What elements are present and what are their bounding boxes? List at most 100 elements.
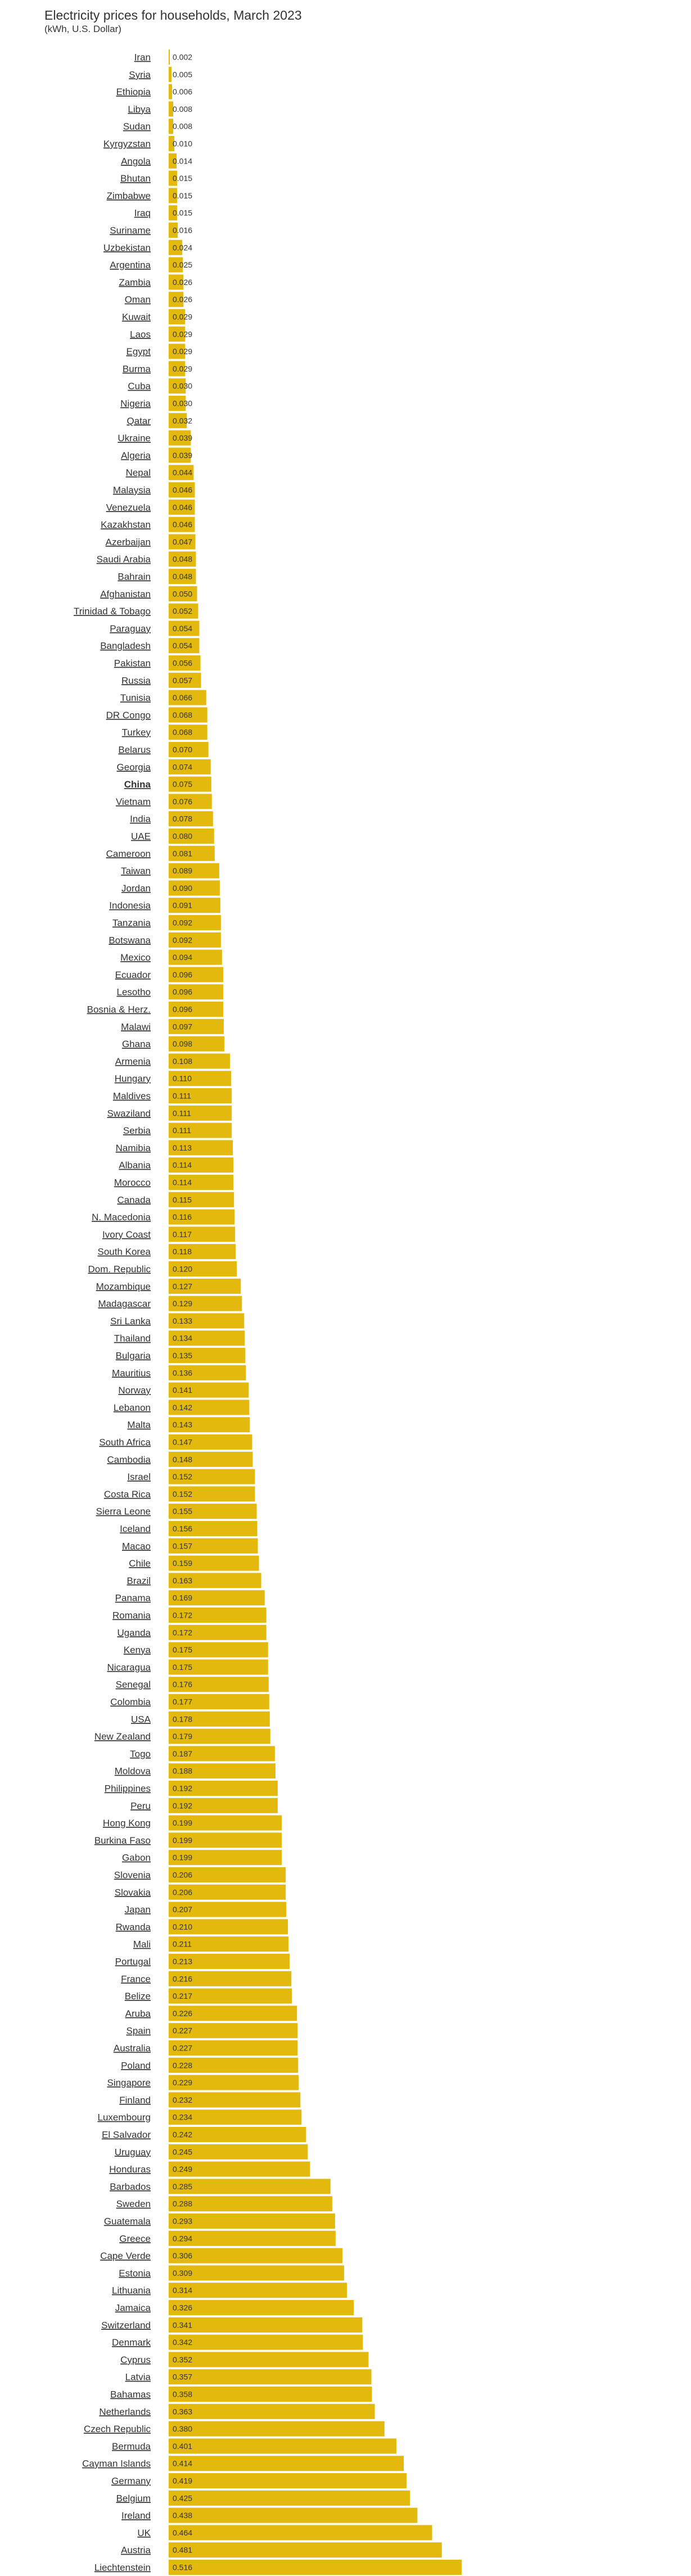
category-label[interactable]: Ivory Coast: [102, 1229, 151, 1240]
category-label[interactable]: Australia: [114, 2043, 151, 2054]
category-label[interactable]: Cameroon: [106, 848, 151, 859]
category-label[interactable]: Guatemala: [104, 2216, 151, 2227]
category-label[interactable]: Mauritius: [112, 1368, 151, 1378]
category-label[interactable]: Malta: [127, 1420, 151, 1430]
category-label[interactable]: UAE: [131, 831, 151, 842]
category-label[interactable]: Cyprus: [120, 2355, 151, 2365]
category-label[interactable]: Iceland: [120, 1524, 151, 1534]
category-label[interactable]: Denmark: [112, 2337, 151, 2348]
category-label[interactable]: Sierra Leone: [96, 1506, 151, 1517]
category-label[interactable]: Switzerland: [101, 2320, 151, 2330]
category-label[interactable]: Japan: [125, 1904, 151, 1915]
category-label[interactable]: Nigeria: [120, 399, 151, 409]
category-label[interactable]: Burkina Faso: [94, 1835, 151, 1846]
category-label[interactable]: Kyrgyzstan: [103, 139, 151, 150]
category-label[interactable]: Trinidad & Tobago: [74, 606, 151, 617]
category-label[interactable]: Ukraine: [118, 433, 151, 443]
category-label[interactable]: USA: [131, 1714, 151, 1724]
category-label[interactable]: Venezuela: [106, 502, 151, 513]
category-label[interactable]: Rwanda: [116, 1922, 151, 1932]
category-label[interactable]: Albania: [119, 1160, 151, 1171]
category-label[interactable]: Malawi: [121, 1021, 151, 1032]
category-label[interactable]: Norway: [118, 1385, 151, 1396]
category-label[interactable]: El Salvador: [102, 2130, 151, 2140]
category-label[interactable]: Georgia: [117, 762, 151, 772]
category-label[interactable]: Iran: [134, 52, 151, 63]
category-label[interactable]: Bahrain: [118, 572, 151, 582]
category-label[interactable]: Bangladesh: [100, 641, 151, 651]
category-label[interactable]: Moldova: [115, 1766, 151, 1777]
category-label[interactable]: Sri Lanka: [110, 1316, 151, 1327]
category-label[interactable]: Kuwait: [122, 312, 151, 323]
category-label[interactable]: Mexico: [120, 952, 151, 963]
category-label[interactable]: Qatar: [127, 415, 151, 426]
category-label[interactable]: Costa Rica: [104, 1489, 151, 1500]
category-label[interactable]: Sweden: [116, 2199, 151, 2210]
category-label[interactable]: Malaysia: [113, 485, 151, 496]
category-label[interactable]: Bahamas: [110, 2389, 151, 2400]
category-label[interactable]: Syria: [129, 69, 151, 80]
category-label[interactable]: Morocco: [114, 1178, 151, 1188]
category-label[interactable]: Dom. Republic: [88, 1264, 151, 1275]
category-label[interactable]: DR Congo: [106, 710, 151, 721]
category-label[interactable]: South Korea: [97, 1247, 151, 1257]
category-label[interactable]: Cambodia: [107, 1454, 151, 1465]
category-label[interactable]: Canada: [117, 1194, 151, 1205]
category-label[interactable]: Ecuador: [115, 970, 151, 980]
category-label[interactable]: Kazakhstan: [101, 519, 151, 530]
category-label[interactable]: Azerbaijan: [106, 537, 151, 547]
category-label[interactable]: Nicaragua: [107, 1662, 151, 1673]
category-label[interactable]: Egypt: [127, 346, 151, 357]
category-label[interactable]: Estonia: [119, 2268, 151, 2279]
category-label[interactable]: New Zealand: [94, 1731, 151, 1742]
category-label[interactable]: Argentina: [110, 260, 151, 270]
category-label[interactable]: Algeria: [121, 450, 151, 461]
category-label[interactable]: Zimbabwe: [107, 191, 151, 201]
category-label[interactable]: Uzbekistan: [103, 242, 151, 253]
category-label[interactable]: Poland: [121, 2060, 151, 2071]
category-label[interactable]: Lebanon: [114, 1402, 151, 1413]
category-label[interactable]: Hong Kong: [103, 1818, 151, 1828]
category-label[interactable]: Paraguay: [110, 623, 151, 634]
category-label[interactable]: France: [121, 1973, 151, 1984]
category-label[interactable]: Serbia: [123, 1125, 151, 1136]
category-label[interactable]: Chile: [129, 1558, 151, 1569]
category-label[interactable]: Slovakia: [115, 1887, 151, 1898]
category-label[interactable]: South Africa: [99, 1437, 151, 1448]
category-label[interactable]: Indonesia: [109, 900, 151, 911]
category-label[interactable]: Brazil: [127, 1576, 151, 1586]
category-label[interactable]: Finland: [119, 2095, 151, 2106]
category-label[interactable]: Cuba: [128, 381, 151, 392]
category-label[interactable]: Liechtenstein: [94, 2563, 151, 2573]
category-label[interactable]: Ethiopia: [116, 87, 151, 97]
category-label[interactable]: Saudi Arabia: [97, 554, 151, 565]
category-label[interactable]: Netherlands: [99, 2406, 151, 2417]
category-label[interactable]: Aruba: [125, 2008, 151, 2019]
category-label[interactable]: Bhutan: [120, 173, 151, 184]
category-label[interactable]: Nepal: [126, 468, 151, 478]
category-label[interactable]: Lithuania: [112, 2285, 151, 2296]
category-label[interactable]: Romania: [112, 1610, 151, 1621]
category-label[interactable]: UK: [137, 2528, 151, 2538]
category-label[interactable]: Uganda: [117, 1627, 151, 1638]
category-label[interactable]: Swaziland: [107, 1108, 151, 1119]
category-label[interactable]: Luxembourg: [97, 2112, 151, 2123]
category-label[interactable]: Spain: [127, 2026, 151, 2036]
category-label[interactable]: Greece: [119, 2233, 151, 2244]
category-label[interactable]: Ireland: [121, 2510, 151, 2521]
category-label[interactable]: Belarus: [118, 745, 151, 755]
category-label[interactable]: N. Macedonia: [92, 1212, 151, 1223]
category-label[interactable]: Jordan: [121, 883, 151, 894]
category-label[interactable]: Tunisia: [120, 692, 151, 703]
category-label[interactable]: Libya: [128, 104, 151, 115]
category-label[interactable]: Slovenia: [114, 1870, 151, 1881]
category-label[interactable]: Tanzania: [112, 918, 151, 929]
category-label[interactable]: Thailand: [114, 1333, 151, 1344]
category-label[interactable]: Afghanistan: [100, 588, 151, 599]
category-label[interactable]: Sudan: [123, 121, 151, 132]
category-label[interactable]: Madagascar: [98, 1298, 151, 1309]
category-label[interactable]: Gabon: [122, 1853, 151, 1863]
category-label[interactable]: Armenia: [115, 1056, 151, 1067]
category-label[interactable]: Colombia: [110, 1697, 151, 1708]
category-label[interactable]: Botswana: [109, 935, 151, 945]
